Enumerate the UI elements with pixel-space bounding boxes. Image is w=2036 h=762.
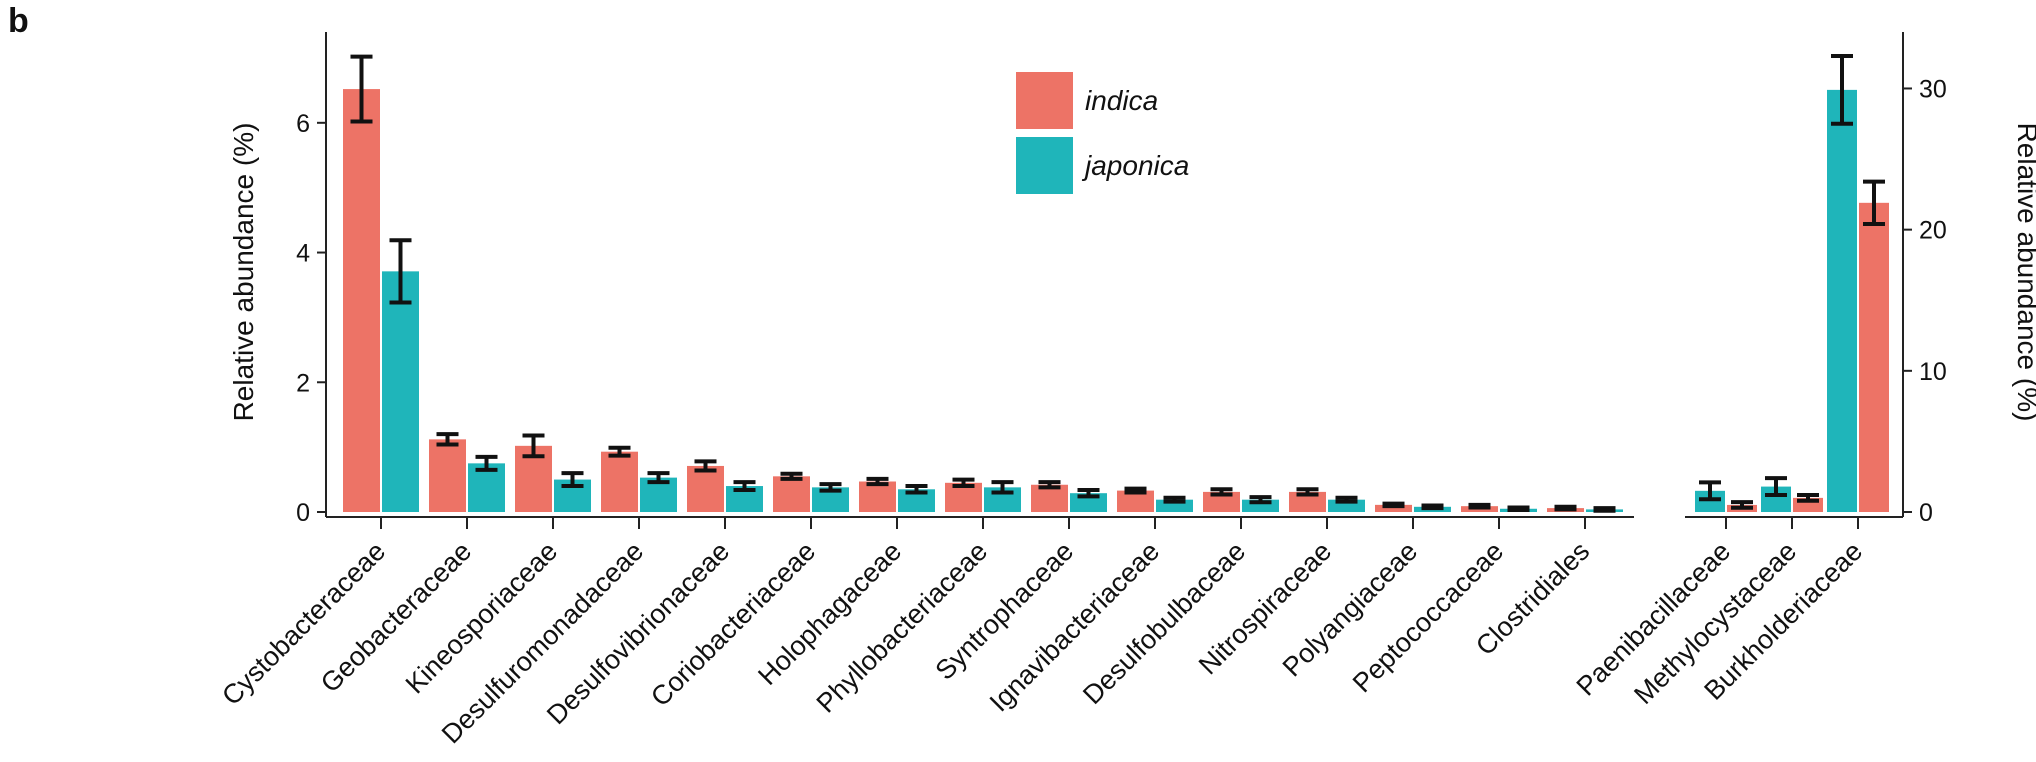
right-y-tick-label: 30 xyxy=(1919,75,1947,103)
legend-swatch-japonica xyxy=(1016,137,1073,194)
category-label: Peptococcaceae xyxy=(1347,536,1509,698)
left-y-tick-label: 2 xyxy=(296,369,310,397)
category-label: Kineosporiaceae xyxy=(400,536,563,699)
legend: indica japonica xyxy=(1016,72,1189,194)
bar-indica xyxy=(601,451,638,512)
bar-indica xyxy=(687,465,724,512)
category-label: Coriobacteriaceae xyxy=(645,536,821,712)
bar-japonica xyxy=(898,489,935,512)
right-y-tick-label: 10 xyxy=(1919,358,1947,386)
bar-japonica xyxy=(1827,89,1857,512)
legend-swatch-indica xyxy=(1016,72,1073,129)
panel-label: b xyxy=(8,2,29,40)
bar-indica xyxy=(859,481,896,512)
right-bars xyxy=(1695,54,1889,512)
legend-label-japonica: japonica xyxy=(1081,150,1189,181)
left-axes: 0 2 4 6 Relative abundance (%) Cystobacterace… xyxy=(216,32,1634,749)
bar-japonica xyxy=(382,271,419,512)
category-label: Cystobacteraceae xyxy=(216,536,391,711)
left-y-tick-label: 0 xyxy=(296,499,310,527)
bar-japonica xyxy=(1695,490,1725,512)
left-y-tick-label: 4 xyxy=(296,240,310,268)
right-y-tick-label: 0 xyxy=(1919,499,1933,527)
bar-indica xyxy=(1117,490,1154,512)
right-y-axis-title: Relative abundance (%) xyxy=(2012,123,2036,422)
bar-indica xyxy=(1859,202,1889,512)
bar-indica xyxy=(429,439,466,512)
left-bars xyxy=(343,54,1623,513)
left-y-tick-label: 6 xyxy=(296,110,310,138)
category-label: Geobacteraceae xyxy=(315,536,477,698)
category-label: Desulfobulbaceae xyxy=(1077,536,1251,710)
legend-label-indica: indica xyxy=(1085,85,1158,116)
right-y-tick-label: 20 xyxy=(1919,217,1947,245)
bar-indica xyxy=(1375,504,1412,512)
left-y-axis-title: Relative abundance (%) xyxy=(228,123,259,422)
bar-indica xyxy=(343,89,380,512)
bar-indica xyxy=(773,476,810,512)
bar-indica xyxy=(1289,491,1326,512)
bar-indica xyxy=(1203,491,1240,512)
